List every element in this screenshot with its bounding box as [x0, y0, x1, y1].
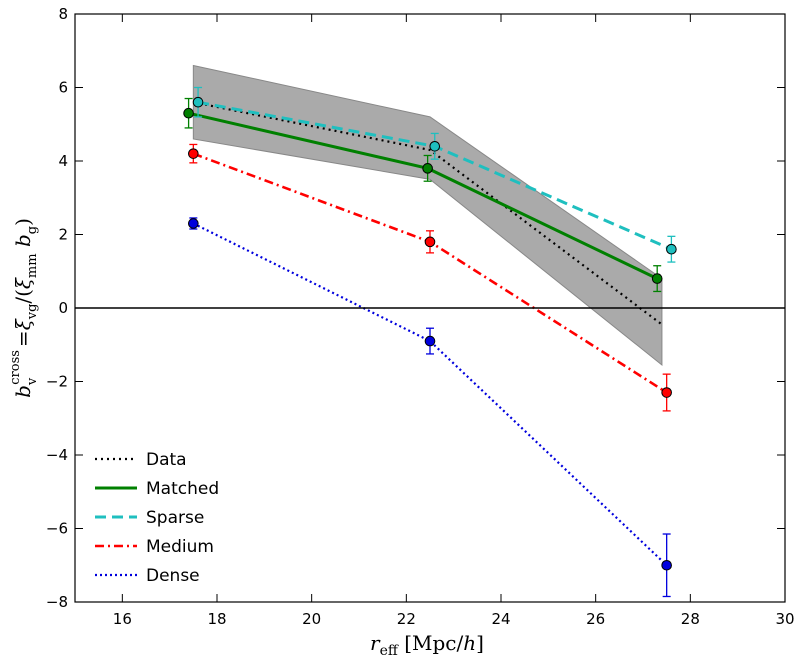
legend: Data Matched Sparse Medium Dense — [95, 450, 219, 586]
x-tick-label: 26 — [586, 610, 605, 628]
series-matched — [183, 97, 663, 293]
series-line-dense — [192, 222, 668, 567]
data-point-dense — [188, 218, 199, 229]
data-point-dense — [661, 559, 672, 571]
y-tick-label: −4 — [46, 446, 68, 464]
x-tick-label: 30 — [775, 610, 794, 628]
series-line-data — [193, 101, 663, 326]
x-tick-label: 16 — [113, 610, 132, 628]
legend-label-dense: Dense — [146, 566, 200, 586]
y-tick-label: −8 — [46, 593, 68, 611]
x-tick-label: 18 — [207, 610, 226, 628]
x-tick-label: 24 — [491, 610, 510, 628]
x-tick-label: 20 — [302, 610, 321, 628]
x-axis-title: reff [Mpc/h] — [370, 631, 484, 659]
y-tick-label: 6 — [58, 79, 68, 97]
series-medium — [188, 143, 672, 412]
legend-label-data: Data — [146, 450, 187, 470]
x-tick-label: 28 — [681, 610, 700, 628]
series-layer — [183, 86, 677, 598]
data-point-medium — [661, 387, 672, 398]
data-point-dense — [424, 335, 436, 347]
legend-label-matched: Matched — [146, 479, 219, 499]
data-point-medium — [188, 148, 199, 159]
data-point-sparse — [429, 141, 441, 152]
data-point-matched — [183, 107, 194, 119]
x-tick-label: 22 — [397, 610, 416, 628]
data-point-medium — [424, 236, 436, 248]
legend-label-sparse: Sparse — [146, 508, 204, 528]
series-sparse — [192, 86, 677, 263]
y-tick-label: −6 — [46, 520, 68, 538]
data-point-matched — [422, 163, 433, 174]
y-tick-label: −2 — [46, 373, 68, 391]
y-tick-label: 0 — [58, 299, 68, 317]
data-point-sparse — [666, 243, 677, 255]
data-point-sparse — [192, 96, 204, 108]
series-dense — [188, 217, 672, 598]
y-axis-title: bvcross=ξvg/(ξmm bg) — [8, 218, 40, 398]
data-point-matched — [651, 273, 663, 284]
y-tick-label: 8 — [58, 5, 68, 23]
y-tick-label: 4 — [58, 152, 68, 170]
series-data — [193, 101, 663, 326]
y-tick-label: 2 — [58, 226, 68, 244]
legend-label-medium: Medium — [146, 537, 214, 557]
